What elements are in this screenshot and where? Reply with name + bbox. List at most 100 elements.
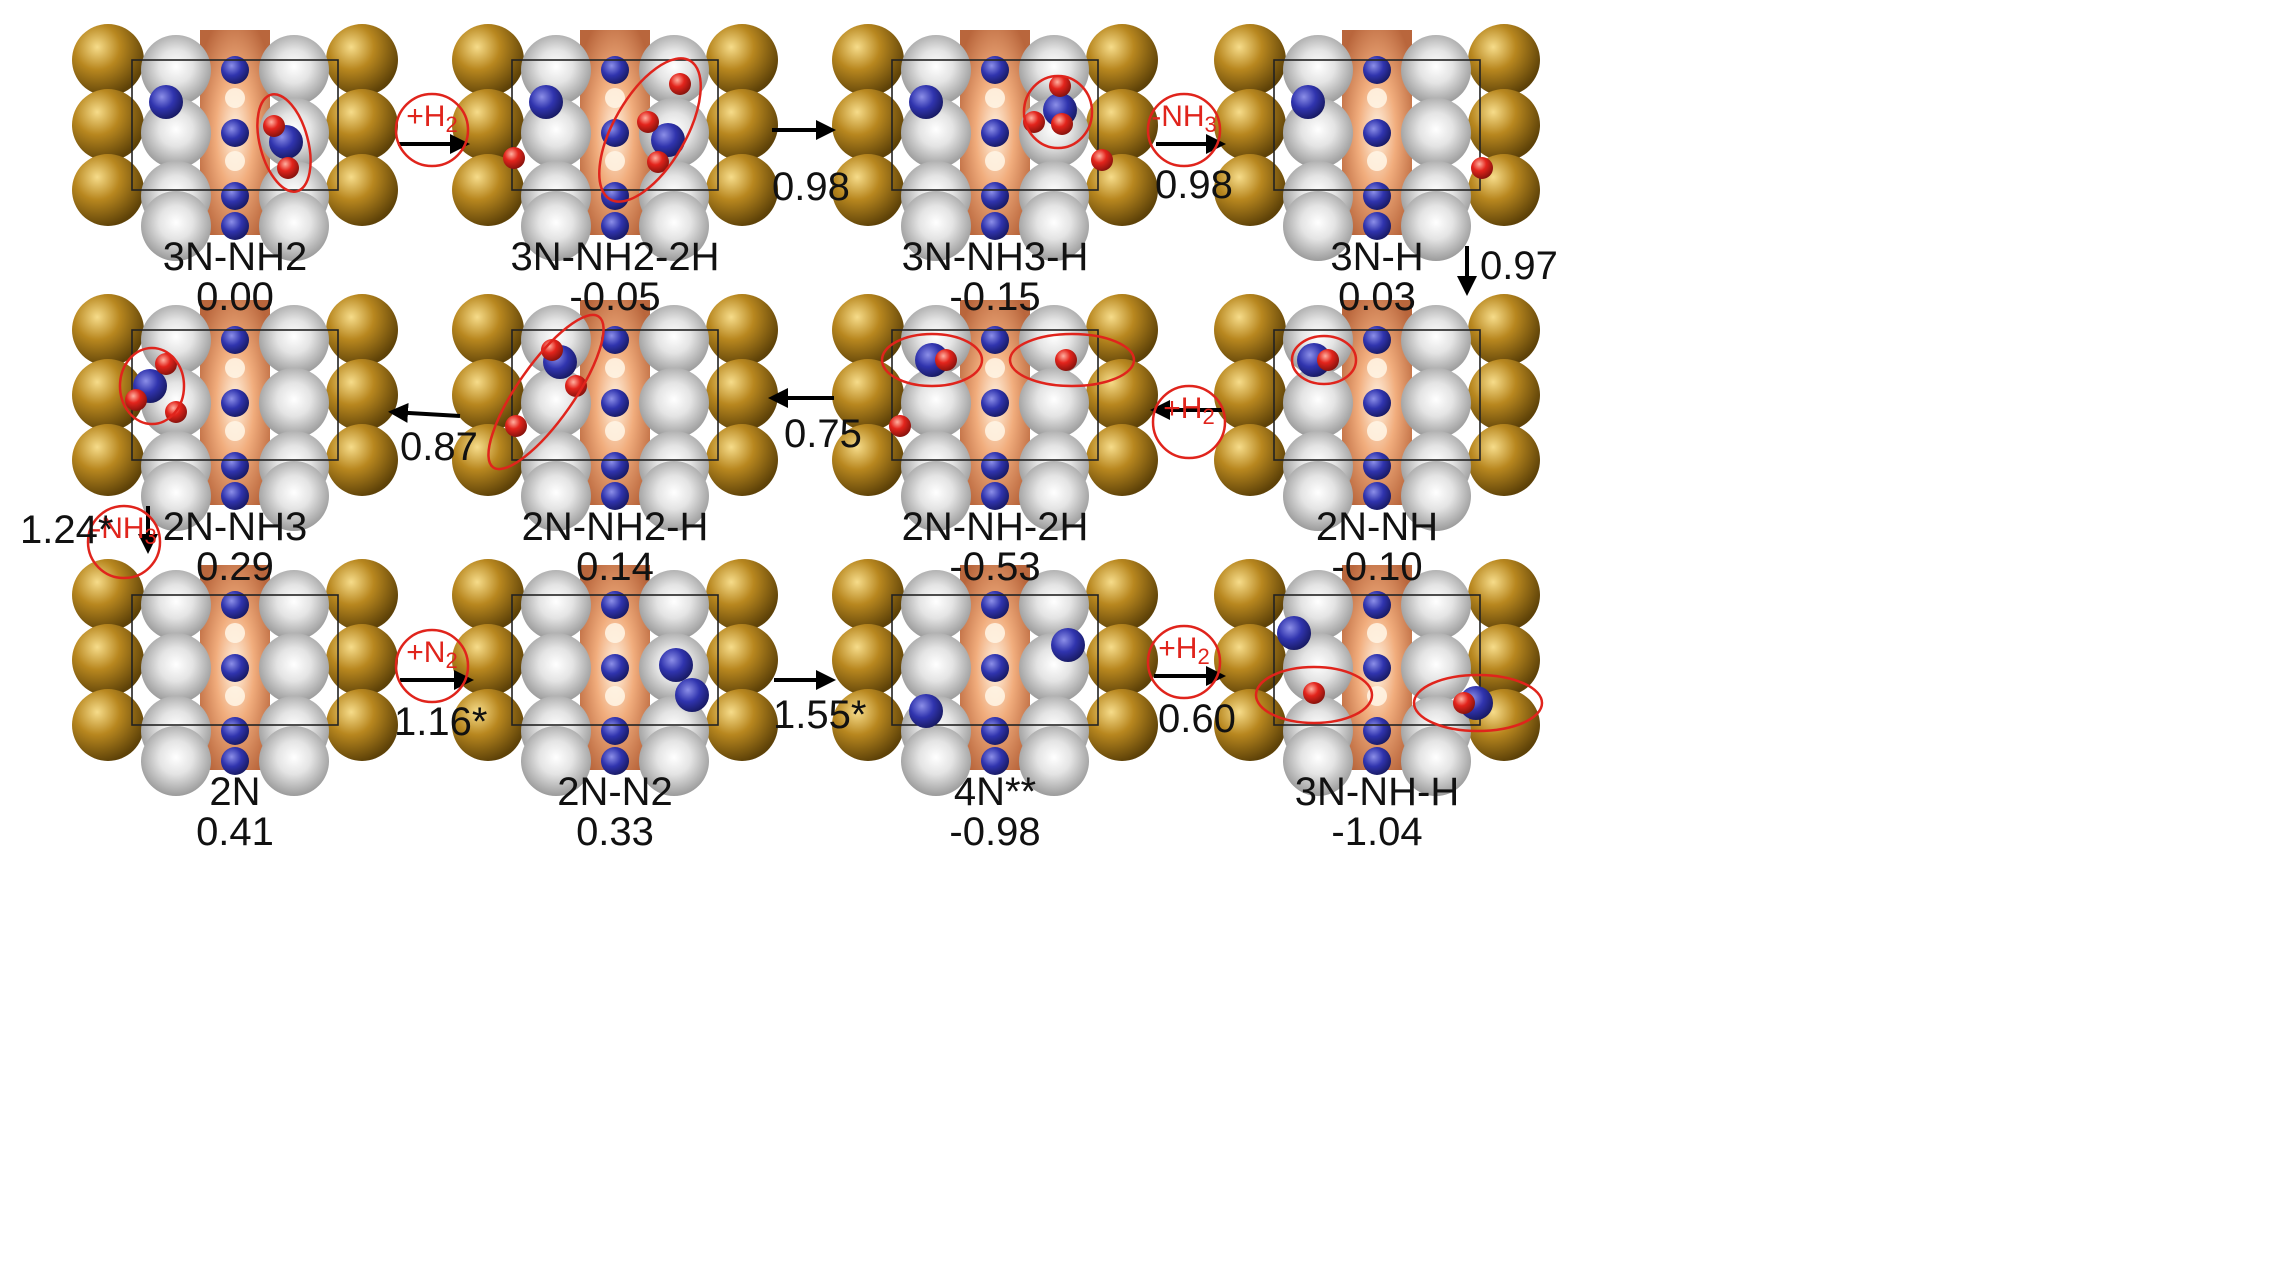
silver-atom: [1019, 570, 1089, 640]
barrier-value: 1.24*: [20, 508, 113, 552]
structure-panel: [832, 24, 1158, 261]
silver-atom: [141, 633, 211, 703]
silver-atom: [1283, 461, 1353, 531]
barrier-value: 0.98: [772, 165, 850, 209]
gold-atom: [1468, 294, 1540, 366]
silver-atom: [639, 461, 709, 531]
structure-energy: -0.53: [949, 545, 1040, 589]
gold-atom: [1086, 359, 1158, 431]
copper-highlight: [605, 151, 625, 171]
silver-atom: [901, 368, 971, 438]
gold-atom: [72, 359, 144, 431]
highlight-ellipse: [598, 57, 702, 203]
nitrogen-atom: [981, 717, 1009, 745]
gold-atom: [326, 559, 398, 631]
hydrogen-atom: [155, 353, 177, 375]
nitrogen-atom: [601, 654, 629, 682]
gold-atom: [832, 89, 904, 161]
gold-atom: [326, 24, 398, 96]
copper-highlight: [985, 421, 1005, 441]
gold-atom: [1086, 689, 1158, 761]
hydrogen-atom: [503, 147, 525, 169]
silver-atom: [1019, 461, 1089, 531]
nitrogen-atom: [1363, 389, 1391, 417]
silver-atom: [521, 461, 591, 531]
nitrogen-atom: [221, 482, 249, 510]
silver-atom: [1401, 191, 1471, 261]
silver-atom: [259, 368, 329, 438]
gold-atom: [72, 424, 144, 496]
gold-atom: [1214, 359, 1286, 431]
structure-name: 3N-H: [1330, 235, 1423, 279]
nitrogen-adatom: [1051, 628, 1085, 662]
hydrogen-atom: [1317, 349, 1339, 371]
nitrogen-atom: [601, 56, 629, 84]
highlight-ellipse: [1412, 673, 1544, 733]
silver-atom: [901, 191, 971, 261]
hydrogen-atom: [277, 157, 299, 179]
nitrogen-adatom: [909, 694, 943, 728]
nitrogen-atom: [221, 654, 249, 682]
gold-atom: [832, 624, 904, 696]
barrier-value: 1.16*: [394, 700, 487, 744]
silver-atom: [259, 461, 329, 531]
silver-atom: [901, 633, 971, 703]
nitrogen-atom: [981, 182, 1009, 210]
nitrogen-atom: [1363, 591, 1391, 619]
hydrogen-atom: [1091, 149, 1113, 171]
gold-atom: [1214, 294, 1286, 366]
unit-cell-box: [1273, 329, 1481, 461]
nitrogen-adatom: [149, 85, 183, 119]
gold-atom: [326, 689, 398, 761]
gold-atom: [1468, 624, 1540, 696]
gold-atom: [1214, 89, 1286, 161]
hydrogen-atom: [1303, 682, 1325, 704]
gold-atom: [1214, 559, 1286, 631]
barrier-value: 0.98: [1155, 163, 1233, 207]
highlight-ellipse: [1008, 332, 1136, 388]
silver-atom: [1283, 368, 1353, 438]
nitrogen-atom: [221, 747, 249, 775]
reaction-step: 0.87: [388, 402, 478, 469]
silver-atom: [141, 191, 211, 261]
copper-highlight: [1367, 421, 1387, 441]
unit-cell-box: [891, 594, 1099, 726]
gold-atom: [326, 624, 398, 696]
gold-atom: [1086, 294, 1158, 366]
unit-cell-box: [511, 594, 719, 726]
silver-atom: [259, 305, 329, 375]
reaction-label: +N2: [406, 636, 457, 673]
gold-atom: [706, 24, 778, 96]
nitrogen-atom: [1363, 654, 1391, 682]
structure-panel: [1214, 24, 1540, 261]
nitrogen-atom: [601, 389, 629, 417]
gold-atom: [1468, 24, 1540, 96]
gold-atom: [706, 359, 778, 431]
hydrogen-atom: [889, 415, 911, 437]
structure-panel: [72, 559, 398, 796]
gold-atom: [1468, 424, 1540, 496]
nitrogen-atom: [221, 56, 249, 84]
silver-atom: [1401, 461, 1471, 531]
silver-atom: [901, 726, 971, 796]
nitrogen-atom: [601, 182, 629, 210]
gold-atom: [1086, 89, 1158, 161]
structure-energy: 0.03: [1338, 275, 1416, 319]
silver-atom: [1401, 633, 1471, 703]
structure-energy: 0.29: [196, 545, 274, 589]
barrier-value: 0.87: [400, 425, 478, 469]
reaction-step: 0.98: [772, 120, 850, 209]
gold-atom: [706, 154, 778, 226]
nitrogen-atom: [221, 212, 249, 240]
reaction-label: +H2: [1163, 392, 1214, 429]
gold-atom: [72, 24, 144, 96]
nitrogen-atom: [221, 591, 249, 619]
silver-atom: [901, 570, 971, 640]
silver-atom: [521, 633, 591, 703]
unit-cell-box: [131, 59, 339, 191]
nitrogen-atom: [981, 119, 1009, 147]
gold-atom: [1086, 559, 1158, 631]
highlight-ellipse: [118, 346, 186, 426]
reaction-label: +H2: [1158, 632, 1209, 669]
copper-highlight: [985, 88, 1005, 108]
